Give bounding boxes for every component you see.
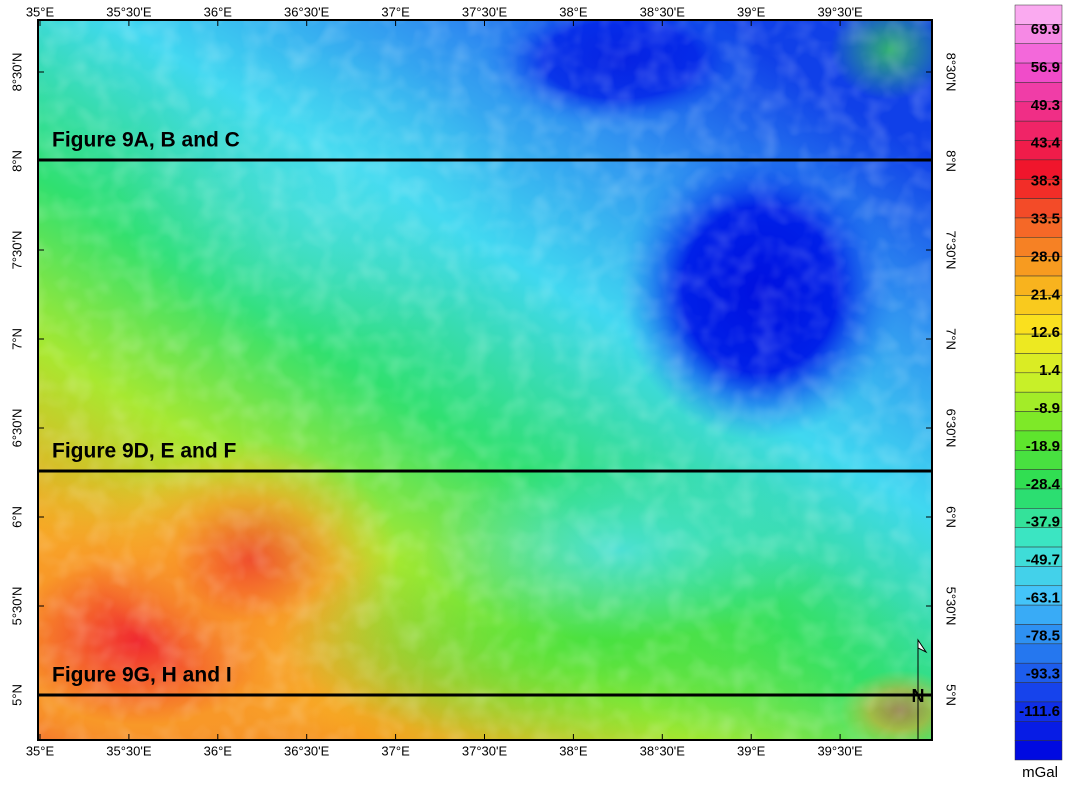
- left-lat-label: 5°30'N: [9, 587, 24, 626]
- colorbar-swatch: [1014, 682, 1063, 703]
- profile-label: Figure 9D, E and F: [52, 440, 237, 463]
- top-lon-label: 37°30'E: [462, 4, 508, 19]
- left-lat-label: 7°N: [9, 328, 24, 350]
- left-lat-label: 7°30'N: [9, 231, 24, 270]
- top-lon-label: 38°E: [559, 4, 588, 19]
- top-lon-label: 38°30'E: [640, 4, 686, 19]
- top-lon-label: 36°30'E: [284, 4, 330, 19]
- right-lat-label: 7°N: [944, 328, 959, 350]
- profile-label: Figure 9A, B and C: [52, 129, 240, 152]
- left-lat-label: 6°30'N: [9, 409, 24, 448]
- top-lon-label: 39°E: [737, 4, 766, 19]
- colorbar-label: -49.7: [1026, 552, 1060, 569]
- bottom-lon-label: 38°30'E: [640, 743, 686, 758]
- bottom-lon-label: 37°E: [381, 743, 410, 758]
- colorbar-label: -8.9: [1034, 400, 1060, 417]
- right-lat-label: 8°N: [944, 150, 959, 172]
- colorbar-label: -111.6: [1019, 703, 1060, 720]
- colorbar-label: -63.1: [1026, 589, 1060, 606]
- bottom-lon-label: 36°E: [204, 743, 233, 758]
- colorbar-swatch: [1014, 566, 1063, 587]
- bottom-lon-label: 38°E: [559, 743, 588, 758]
- gravity-map: [38, 20, 932, 740]
- bottom-lon-label: 35°30'E: [106, 743, 152, 758]
- colorbar-label: -37.9: [1026, 514, 1060, 531]
- top-lon-label: 37°E: [381, 4, 410, 19]
- colorbar-swatch: [1014, 604, 1063, 625]
- right-lat-label: 5°30'N: [944, 587, 959, 626]
- colorbar-label: 49.3: [1031, 97, 1060, 114]
- bottom-lon-label: 35°E: [26, 743, 55, 758]
- colorbar-label: 12.6: [1031, 324, 1060, 341]
- bottom-lon-label: 36°30'E: [284, 743, 330, 758]
- right-lat-label: 6°30'N: [944, 409, 959, 448]
- bottom-lon-label: 39°30'E: [817, 743, 863, 758]
- colorbar-label: -93.3: [1026, 665, 1060, 682]
- colorbar-label: 43.4: [1031, 135, 1061, 152]
- colorbar-label: 38.3: [1031, 173, 1060, 190]
- colorbar-label: 1.4: [1039, 362, 1061, 379]
- top-lon-label: 35°30'E: [106, 4, 152, 19]
- left-lat-label: 8°N: [9, 150, 24, 172]
- bottom-lon-label: 37°30'E: [462, 743, 508, 758]
- top-lon-label: 39°30'E: [817, 4, 863, 19]
- profile-label: Figure 9G, H and I: [52, 664, 232, 687]
- right-lat-label: 8°30'N: [944, 53, 959, 92]
- top-lon-label: 35°E: [26, 4, 55, 19]
- colorbar-swatch: [1014, 740, 1063, 761]
- bottom-lon-label: 39°E: [737, 743, 766, 758]
- colorbar-swatch: [1014, 721, 1063, 741]
- colorbar-label: -78.5: [1026, 627, 1060, 644]
- colorbar-label: -28.4: [1026, 476, 1061, 493]
- left-lat-label: 5°N: [9, 684, 24, 706]
- colorbar-label: 28.0: [1031, 248, 1060, 265]
- colorbar-swatch: [1014, 643, 1063, 664]
- left-lat-label: 8°30'N: [9, 53, 24, 92]
- colorbar-label: 33.5: [1031, 210, 1060, 227]
- colorbar-unit: mGal: [1022, 764, 1058, 781]
- right-lat-label: 5°N: [944, 684, 959, 706]
- left-lat-label: 6°N: [9, 506, 24, 528]
- right-lat-label: 6°N: [944, 506, 959, 528]
- colorbar-label: 56.9: [1031, 59, 1060, 76]
- colorbar-label: 21.4: [1031, 286, 1061, 303]
- colorbar-label: -18.9: [1026, 438, 1060, 455]
- colorbar-label: 69.9: [1031, 21, 1060, 38]
- right-lat-label: 7°30'N: [944, 231, 959, 270]
- top-lon-label: 36°E: [204, 4, 233, 19]
